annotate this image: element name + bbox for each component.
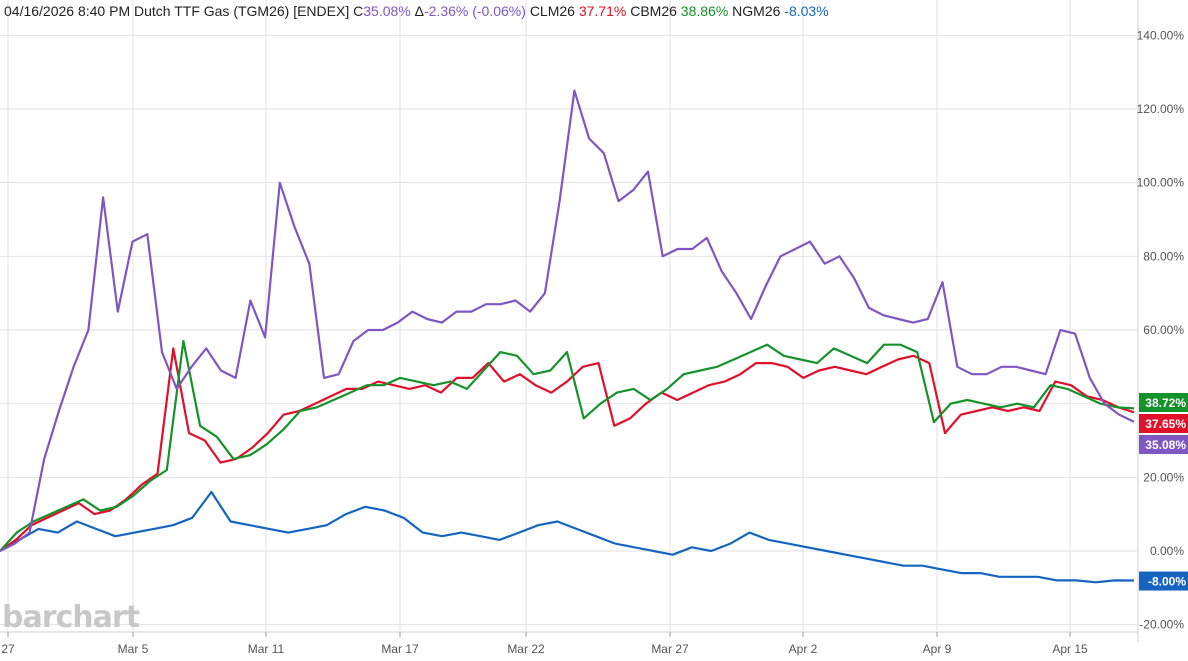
header-delta-value: -2.36% (-0.06%) — [423, 3, 526, 19]
x-tick-label: Mar 27 — [651, 642, 689, 656]
header-cbm-value: 38.86% — [680, 3, 729, 19]
x-tick-label: Mar 11 — [248, 642, 285, 656]
chart-grid — [0, 0, 1139, 642]
header-ngm-value: -8.03% — [784, 3, 829, 19]
series-line-tgm26 — [0, 89, 1135, 552]
x-tick-label: Apr 2 — [789, 642, 818, 656]
header-cbm-symbol: CBM26 — [630, 3, 677, 19]
last-value-label-cbm26: 38.72% — [1139, 393, 1188, 412]
x-tick-label: Mar 5 — [118, 642, 149, 656]
y-tick-label: 20.00% — [1143, 470, 1184, 484]
last-value-labels: 38.72% 37.65% 35.08% -8.00% — [1139, 393, 1188, 591]
header-ngm-symbol: NGM26 — [732, 3, 781, 19]
header-clm-symbol: CLM26 — [529, 3, 575, 19]
y-tick-label: -20.00% — [1139, 618, 1184, 632]
last-value-text: 38.72% — [1145, 396, 1186, 410]
last-value-box — [1139, 414, 1188, 433]
y-axis: 140.00%120.00%100.00%80.00%60.00%40.00%2… — [1137, 28, 1185, 631]
x-tick-label: 27 — [1, 642, 15, 656]
last-value-text: -8.00% — [1148, 575, 1186, 589]
header-clm-value: 37.71% — [578, 3, 627, 19]
x-tick-label: Mar 17 — [381, 642, 419, 656]
last-value-text: 35.08% — [1145, 438, 1186, 452]
x-tick-label: Mar 22 — [507, 642, 545, 656]
x-tick-label: Apr 15 — [1052, 642, 1088, 656]
y-tick-label: 80.00% — [1143, 249, 1184, 263]
last-value-text: 37.65% — [1145, 417, 1186, 431]
header-time: 8:40 PM — [77, 3, 131, 19]
series-line-ngm26 — [0, 490, 1135, 584]
y-tick-label: 60.00% — [1143, 323, 1184, 337]
barchart-watermark: barchart — [2, 600, 140, 635]
series-line-clm26 — [0, 347, 1135, 552]
last-value-label-clm26: 37.65% — [1139, 414, 1188, 433]
y-tick-label: 120.00% — [1137, 102, 1185, 116]
last-value-label-tgm26: 35.08% — [1139, 435, 1188, 454]
y-tick-label: 100.00% — [1137, 176, 1185, 190]
x-tick-label: Apr 9 — [923, 642, 952, 656]
last-value-box — [1139, 435, 1188, 454]
y-tick-label: 0.00% — [1150, 544, 1184, 558]
last-value-box — [1139, 571, 1188, 591]
series-lines — [0, 89, 1135, 584]
x-axis: 27 Mar 5 Mar 11 Mar 17 Mar 22 Mar 27 Apr 2 Apr … — [1, 632, 1088, 656]
header-c-value: 35.08% — [363, 3, 411, 19]
y-tick-label: 140.00% — [1137, 28, 1185, 42]
last-value-label-ngm26: -8.00% — [1139, 571, 1188, 591]
last-value-box — [1139, 393, 1188, 412]
header-c-label: C — [353, 3, 364, 19]
header-symbol: Dutch TTF Gas (TGM26) [ENDEX] — [134, 3, 350, 19]
header-date: 04/16/2026 — [4, 3, 75, 19]
chart-header: 04/16/2026 8:40 PM Dutch TTF Gas (TGM26)… — [4, 3, 829, 19]
header-delta-label: Δ — [414, 3, 424, 19]
